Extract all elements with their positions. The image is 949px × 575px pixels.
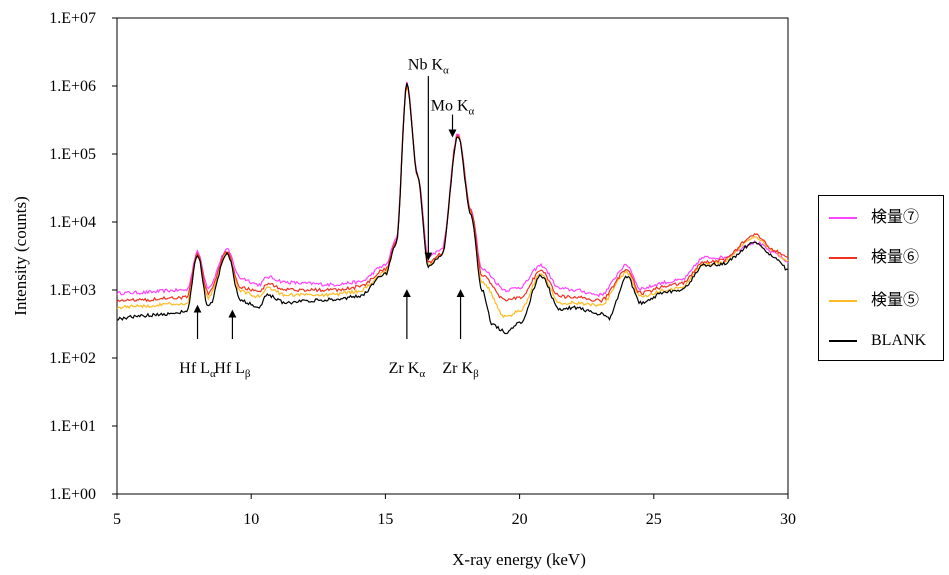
legend-label: 検量⑦ bbox=[871, 209, 920, 226]
y-tick-label: 1.E+06 bbox=[49, 78, 96, 95]
x-tick-label: 5 bbox=[113, 511, 121, 528]
y-tick-label: 1.E+05 bbox=[49, 146, 96, 163]
plot-area bbox=[116, 17, 789, 495]
x-axis-title: X-ray energy (keV) bbox=[452, 550, 586, 569]
legend-item: BLANK bbox=[819, 331, 943, 351]
legend-item: 検量⑦ bbox=[819, 208, 943, 228]
x-tick-label: 25 bbox=[646, 511, 662, 528]
y-tick-label: 1.E+04 bbox=[49, 214, 96, 231]
legend-swatch bbox=[829, 300, 857, 302]
legend-swatch bbox=[829, 257, 857, 259]
y-tick-label: 1.E+02 bbox=[49, 350, 96, 367]
x-tick-label: 15 bbox=[377, 511, 393, 528]
x-tick-label: 30 bbox=[780, 511, 796, 528]
legend-label: BLANK bbox=[871, 332, 927, 349]
annotation-label-nb: Nb Kα bbox=[408, 57, 449, 77]
annotation-label-zrka: Zr Kα bbox=[389, 360, 426, 380]
y-tick-label: 1.E+00 bbox=[49, 486, 96, 503]
tick-layer: 5 10 15 20 25 30 1.E+00 1.E+01 1.E+02 1.E+03 1.E+0… bbox=[49, 10, 796, 528]
y-tick-label: 1.E+03 bbox=[49, 282, 96, 299]
x-tick-label: 10 bbox=[243, 511, 259, 528]
annotation-label-hfla: Hf Lα bbox=[179, 360, 216, 380]
annotation-label-mo: Mo Kα bbox=[431, 97, 475, 117]
y-tick-label: 1.E+01 bbox=[49, 418, 96, 435]
annotation-label-zrkb: Zr Kβ bbox=[442, 360, 479, 380]
y-tick-label: 1.E+07 bbox=[49, 10, 96, 27]
x-tick-label: 20 bbox=[512, 511, 528, 528]
legend-swatch bbox=[829, 217, 857, 219]
annotation-label-hflb: Hf Lβ bbox=[214, 360, 251, 380]
series-line-3 bbox=[117, 83, 789, 335]
legend-swatch bbox=[829, 340, 857, 342]
legend-item: 検量⑤ bbox=[819, 291, 943, 311]
legend: 検量⑦ 検量⑥ 検量⑤ BLANK bbox=[818, 195, 944, 361]
y-axis-title: Intensity (counts) bbox=[11, 196, 30, 315]
legend-label: 検量⑤ bbox=[871, 292, 920, 309]
legend-label: 検量⑥ bbox=[871, 249, 920, 266]
legend-item: 検量⑥ bbox=[819, 248, 943, 268]
series-layer bbox=[116, 81, 789, 335]
